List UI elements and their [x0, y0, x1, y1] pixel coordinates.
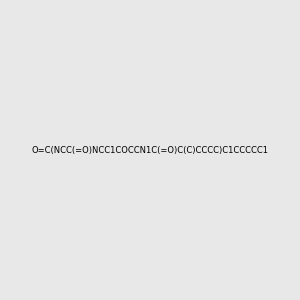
Text: O=C(NCC(=O)NCC1COCCN1C(=O)C(C)CCCC)C1CCCCC1: O=C(NCC(=O)NCC1COCCN1C(=O)C(C)CCCC)C1CCC… — [32, 146, 268, 154]
